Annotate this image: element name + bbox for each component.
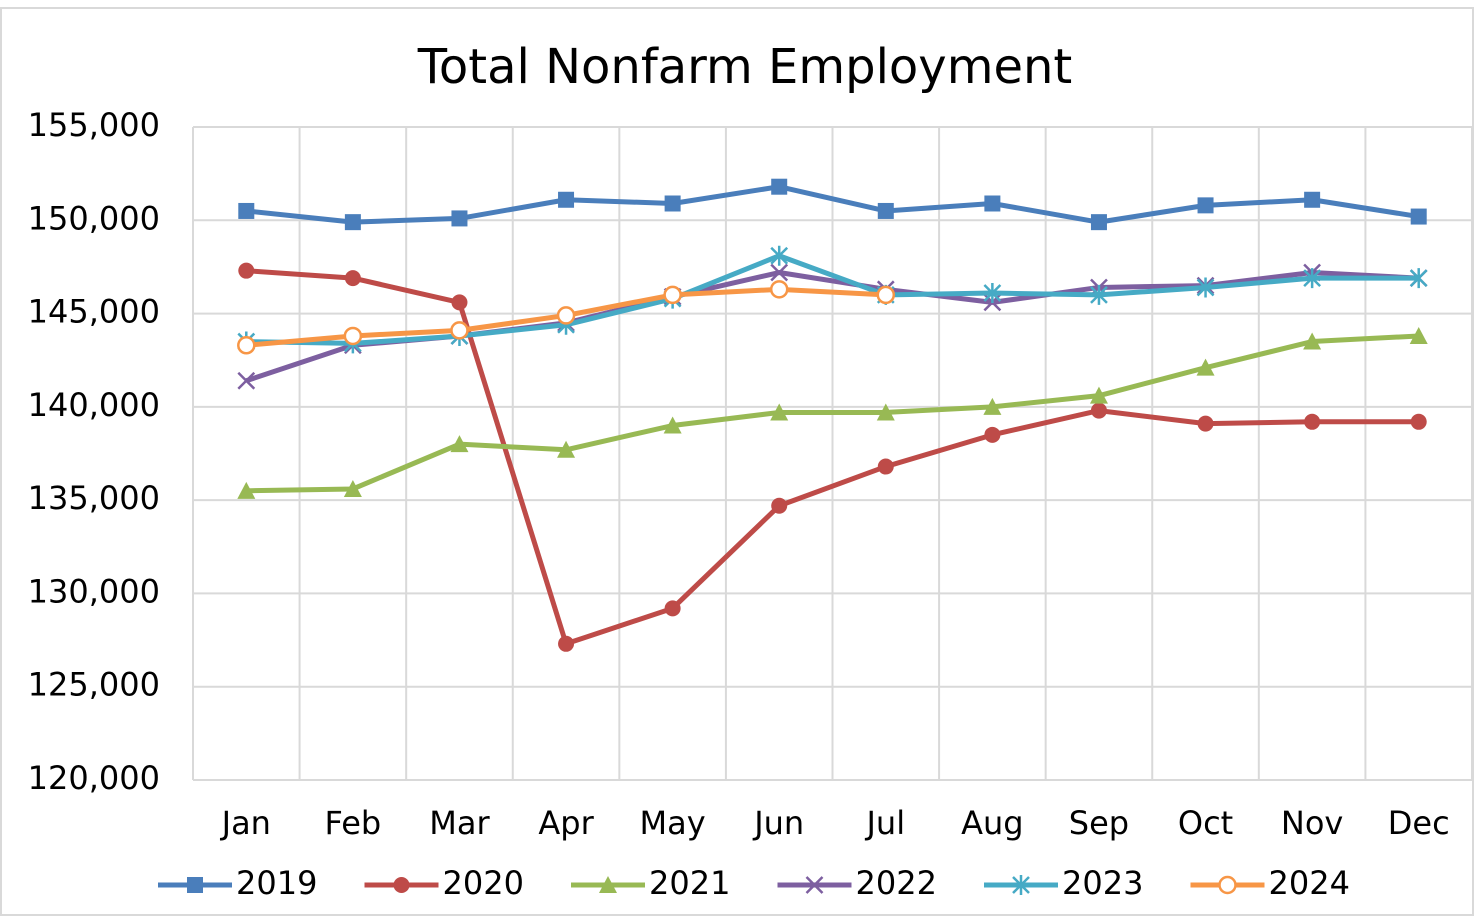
x-tick-label: Dec bbox=[1388, 804, 1450, 842]
series-line bbox=[246, 253, 1419, 346]
legend-label: 2022 bbox=[856, 864, 937, 902]
x-tick-label: May bbox=[640, 804, 706, 842]
data-point bbox=[1196, 277, 1215, 298]
data-point bbox=[663, 416, 682, 434]
data-point bbox=[451, 210, 468, 227]
y-tick-label: 140,000 bbox=[28, 386, 160, 424]
x-tick-label: Mar bbox=[429, 804, 490, 842]
data-point bbox=[663, 285, 682, 305]
series-line bbox=[246, 268, 1419, 647]
data-point bbox=[1090, 402, 1107, 419]
data-point bbox=[1409, 268, 1428, 289]
legend-marker bbox=[1012, 875, 1030, 895]
data-point bbox=[1410, 413, 1427, 430]
x-tick-label: Jan bbox=[220, 804, 271, 842]
x-tick-label: Jun bbox=[752, 804, 804, 842]
x-tick-label: Apr bbox=[538, 804, 594, 842]
data-point bbox=[1090, 214, 1107, 231]
data-point bbox=[1197, 415, 1214, 432]
data-point bbox=[557, 440, 576, 458]
data-point bbox=[876, 285, 896, 305]
data-point bbox=[664, 195, 681, 212]
legend-marker bbox=[1218, 875, 1237, 895]
legend-label: 2024 bbox=[1269, 864, 1350, 902]
data-point bbox=[238, 262, 255, 279]
chart-title: Total Nonfarm Employment bbox=[417, 39, 1072, 95]
data-point bbox=[556, 306, 576, 325]
legend-label: 2020 bbox=[443, 864, 524, 902]
legend-marker bbox=[805, 876, 824, 894]
data-point bbox=[876, 403, 895, 421]
data-point bbox=[1304, 413, 1321, 430]
y-tick-label: 135,000 bbox=[28, 479, 160, 517]
data-point bbox=[451, 294, 468, 311]
x-tick-label: Nov bbox=[1281, 804, 1343, 842]
y-tick-label: 125,000 bbox=[28, 666, 160, 704]
y-tick-label: 150,000 bbox=[28, 199, 160, 237]
legend-marker bbox=[187, 877, 203, 893]
data-point bbox=[1090, 284, 1108, 305]
data-point bbox=[983, 283, 1002, 304]
data-point bbox=[450, 435, 469, 453]
x-tick-label: Sep bbox=[1069, 804, 1129, 842]
data-point bbox=[1303, 332, 1322, 350]
data-point bbox=[238, 202, 255, 219]
data-point bbox=[450, 321, 469, 340]
data-point bbox=[558, 191, 575, 208]
data-point bbox=[770, 245, 789, 266]
data-point bbox=[983, 397, 1002, 415]
data-point bbox=[984, 195, 1001, 212]
data-point bbox=[237, 481, 256, 499]
data-point bbox=[343, 479, 362, 497]
data-point bbox=[344, 270, 361, 287]
legend-marker bbox=[599, 876, 617, 893]
data-point bbox=[1196, 358, 1215, 376]
data-point bbox=[877, 202, 894, 219]
data-point bbox=[771, 178, 788, 195]
y-tick-label: 120,000 bbox=[28, 759, 160, 797]
x-tick-label: Feb bbox=[325, 804, 382, 842]
data-point bbox=[664, 600, 681, 617]
legend-label: 2019 bbox=[236, 864, 317, 902]
data-point bbox=[343, 326, 363, 346]
data-point bbox=[984, 426, 1001, 443]
data-point bbox=[1197, 197, 1214, 214]
chart-frame bbox=[0, 7, 1474, 916]
legend-marker bbox=[393, 877, 410, 893]
data-point bbox=[770, 403, 789, 421]
data-point bbox=[769, 280, 789, 299]
data-point bbox=[877, 458, 894, 475]
legend-label: 2021 bbox=[649, 864, 730, 902]
x-tick-label: Jul bbox=[864, 804, 905, 842]
data-point bbox=[771, 497, 788, 514]
data-point bbox=[237, 371, 256, 390]
data-point bbox=[237, 336, 256, 355]
data-point bbox=[1410, 208, 1427, 225]
series-line bbox=[246, 184, 1420, 225]
data-point bbox=[344, 214, 361, 231]
y-tick-label: 130,000 bbox=[28, 572, 160, 610]
y-tick-label: 155,000 bbox=[28, 106, 160, 144]
data-point bbox=[1409, 326, 1428, 344]
series-line bbox=[246, 333, 1419, 494]
data-point bbox=[1089, 386, 1108, 404]
x-tick-label: Oct bbox=[1178, 804, 1233, 842]
data-point bbox=[1304, 191, 1321, 208]
y-tick-label: 145,000 bbox=[28, 293, 160, 331]
legend-label: 2023 bbox=[1062, 864, 1143, 902]
x-tick-label: Aug bbox=[961, 804, 1023, 842]
data-point bbox=[558, 635, 575, 652]
data-point bbox=[770, 263, 789, 282]
data-point bbox=[1303, 268, 1322, 289]
